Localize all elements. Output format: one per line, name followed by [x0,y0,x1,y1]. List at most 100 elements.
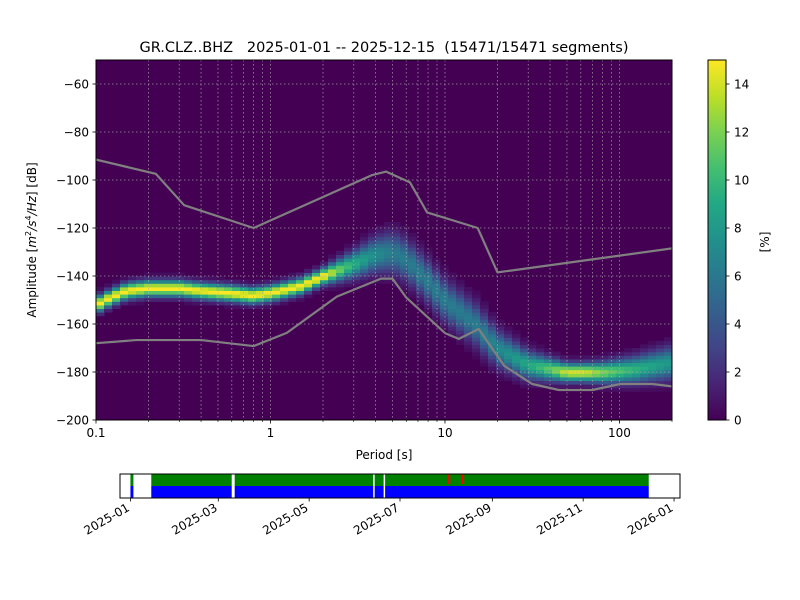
heatmap-cell [536,376,545,381]
heatmap-cell [312,290,321,295]
heatmap-cell [248,279,257,284]
heatmap-cell [440,290,449,295]
heatmap-cell [168,286,177,291]
heatmap-cell [416,294,425,299]
heatmap-cell [664,387,672,392]
heatmap-cell [496,366,505,371]
heatmap-cell [608,373,617,378]
heatmap-cell [600,351,609,356]
heatmap-cell [232,301,241,306]
heatmap-cell [496,319,505,324]
heatmap-cell [616,384,625,389]
heatmap-cell [328,268,337,273]
heatmap-cell [520,384,529,389]
heatmap-cell [464,286,473,291]
heatmap-cell [632,387,641,392]
heatmap-cell [216,294,225,299]
heatmap-cell [352,261,361,266]
heatmap-cell [368,236,377,241]
heatmap-cell [376,250,385,255]
heatmap-cell [568,376,577,381]
heatmap-cell [624,376,633,381]
timeline-available-segment [130,474,134,486]
heatmap-cell [288,276,297,281]
heatmap-cell [464,308,473,313]
heatmap-cell [456,286,465,291]
heatmap-cell [384,232,393,237]
heatmap-cell [360,254,369,259]
heatmap-cell [440,268,449,273]
heatmap-cell [128,276,137,281]
heatmap-cell [184,276,193,281]
heatmap-cell [584,355,593,360]
heatmap-cell [320,276,329,281]
heatmap-cell [520,344,529,349]
heatmap-cell [184,294,193,299]
heatmap-cell [128,283,137,288]
timeline-available-segment [151,474,232,486]
heatmap-cell [640,373,649,378]
heatmap-cell [656,373,665,378]
heatmap-cell [480,308,489,313]
heatmap-cell [120,283,129,288]
heatmap-cell [512,340,521,345]
heatmap-cell [520,380,529,385]
heatmap-cell [360,247,369,252]
heatmap-cell [160,272,169,277]
heatmap-cell [192,286,201,291]
heatmap-cell [528,366,537,371]
heatmap-cell [216,283,225,288]
heatmap-cell [336,261,345,266]
heatmap-cell [240,294,249,299]
heatmap-cell [456,301,465,306]
heatmap-cell [408,254,417,259]
heatmap-cell [312,276,321,281]
heatmap-cell [264,290,273,295]
heatmap-cell [536,344,545,349]
heatmap-cell [536,355,545,360]
timeline-flag-marker [461,474,464,484]
heatmap-cell [264,301,273,306]
heatmap-cell [576,358,585,363]
heatmap-cell [648,355,657,360]
heatmap-cell [544,366,553,371]
heatmap-cell [384,272,393,277]
heatmap-cell [344,276,353,281]
heatmap-cell [384,268,393,273]
heatmap-cell [352,268,361,273]
heatmap-cell [464,348,473,353]
heatmap-cell [624,358,633,363]
heatmap-cell [656,387,665,392]
heatmap-cell [480,322,489,327]
heatmap-cell [272,283,281,288]
heatmap-cell [296,283,305,288]
heatmap-cell [416,301,425,306]
heatmap-cell [376,236,385,241]
heatmap-cell [336,254,345,259]
heatmap-cell [480,337,489,342]
heatmap-cell [136,301,145,306]
heatmap-cell [120,276,129,281]
heatmap-cell [160,297,169,302]
heatmap-cell [632,362,641,367]
heatmap-cell [360,236,369,241]
heatmap-cell [376,272,385,277]
heatmap-cell [616,358,625,363]
heatmap-cell [176,276,185,281]
heatmap-cell [488,319,497,324]
heatmap-cell [560,373,569,378]
heatmap-cell [576,362,585,367]
heatmap-cell [520,340,529,345]
heatmap-cell [616,380,625,385]
heatmap-cell [432,297,441,302]
heatmap-cell [280,286,289,291]
heatmap-cell [480,355,489,360]
heatmap-cell [400,286,409,291]
heatmap-cell [312,265,321,270]
heatmap-cell [336,286,345,291]
heatmap-cell [416,240,425,245]
heatmap-cell [552,358,561,363]
heatmap-cell [504,330,513,335]
heatmap-cell [168,294,177,299]
heatmap-cell [136,283,145,288]
